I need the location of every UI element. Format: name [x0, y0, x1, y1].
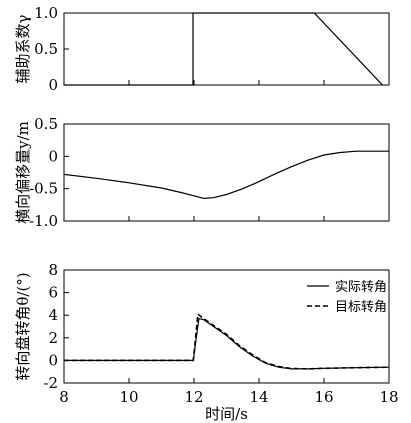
y-tick-label: -0.5 — [29, 180, 58, 198]
y-tick-label: 0 — [48, 147, 58, 165]
plot-frame — [63, 123, 390, 222]
y-tick-label: 0 — [48, 76, 58, 94]
y-axis-label: 横向偏移量y/m — [14, 121, 32, 224]
y-tick-label: 0.5 — [34, 40, 58, 58]
series-line-actual — [64, 317, 390, 370]
y-tick-label: -2 — [43, 374, 58, 392]
x-tick-label: 16 — [314, 388, 333, 406]
plot-frame — [63, 269, 390, 384]
plot-frame — [63, 12, 390, 86]
x-tick-label: 14 — [249, 388, 268, 406]
x-tick-label: 10 — [119, 388, 138, 406]
x-tick-label: 8 — [59, 388, 69, 406]
series-line — [64, 12, 383, 86]
y-tick-label: 8 — [48, 261, 58, 279]
y-axis-label: 辅助系数γ — [14, 14, 32, 83]
y-tick-label: 6 — [48, 284, 58, 302]
series-line-target — [64, 312, 390, 370]
y-tick-label: 0 — [48, 351, 58, 369]
x-tick-label: 18 — [379, 388, 398, 406]
x-tick-label: 12 — [184, 388, 203, 406]
y-tick-label: 2 — [48, 329, 58, 347]
y-tick-label: 1.0 — [34, 4, 58, 22]
y-tick-label: 4 — [48, 306, 58, 324]
x-axis-label: 时间/s — [205, 405, 248, 423]
y-tick-label: -1.0 — [29, 212, 58, 230]
series-line — [63, 150, 389, 200]
legend-label: 目标转角 — [335, 300, 387, 315]
y-axis-label: 转向盘转角θ/(°) — [14, 272, 32, 380]
y-tick-label: 0.5 — [34, 115, 58, 133]
legend-label: 实际转角 — [335, 280, 387, 295]
